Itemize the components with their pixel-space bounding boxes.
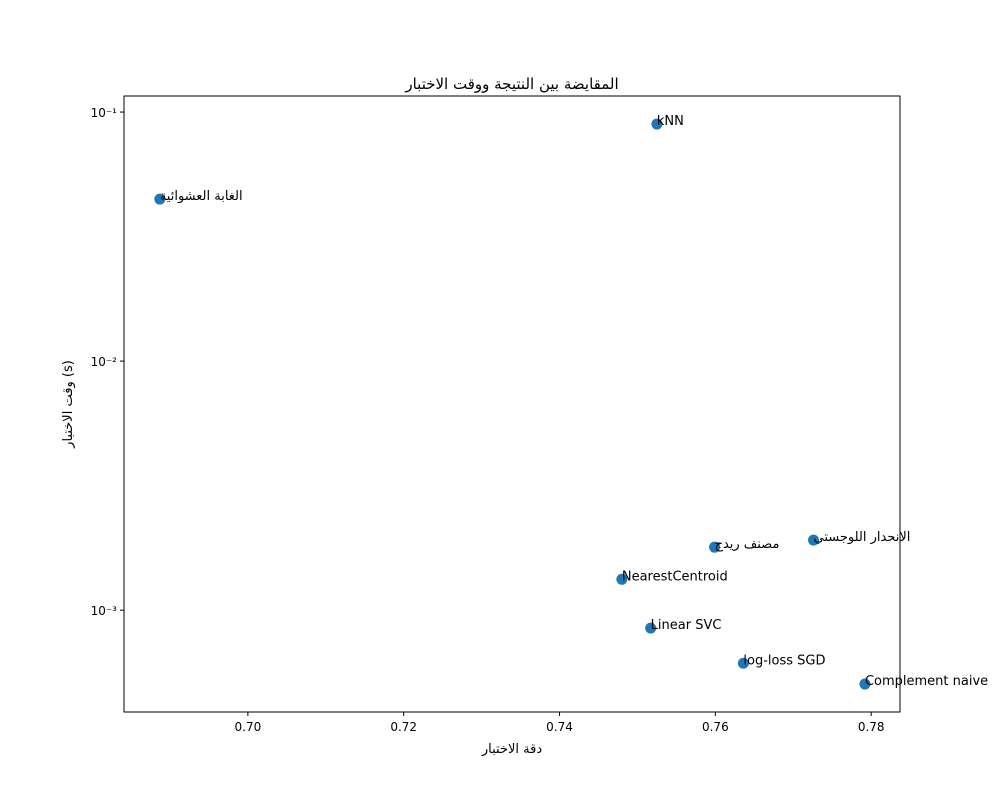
point <box>859 678 871 690</box>
point-label: Linear SVC <box>651 618 722 633</box>
chart-title: المقايضة بين النتيجة ووقت الاختبار <box>404 75 618 93</box>
point-label: log-loss SGD <box>743 653 825 668</box>
point-label: مصنف ريدج <box>715 537 780 552</box>
point <box>616 573 628 585</box>
point <box>709 541 721 553</box>
point-label: Complement naive <box>865 674 988 689</box>
y-axis-label: وقت الاختبار (s) <box>61 360 76 449</box>
point <box>645 622 657 634</box>
point <box>154 193 166 205</box>
point <box>651 118 663 130</box>
x-tick-label: 0.74 <box>546 720 573 734</box>
plot-frame <box>123 95 901 713</box>
point-label: الغابة العشوائية <box>160 189 243 204</box>
y-tick-label: 10⁻³ <box>91 604 118 618</box>
y-tick-label: 10⁻² <box>91 355 118 369</box>
point-label: الانحدار اللوجستي <box>814 530 911 545</box>
x-tick-label: 0.78 <box>858 720 885 734</box>
x-tick-label: 0.70 <box>235 720 262 734</box>
y-tick-label: 10⁻¹ <box>91 106 118 120</box>
point-label: kNN <box>657 114 684 129</box>
x-axis-label: دقة الاختبار <box>481 742 542 757</box>
point <box>737 657 749 669</box>
x-tick-label: 0.76 <box>702 720 729 734</box>
point <box>808 534 820 546</box>
point-label: NearestCentroid <box>622 569 728 584</box>
x-tick-label: 0.72 <box>390 720 417 734</box>
